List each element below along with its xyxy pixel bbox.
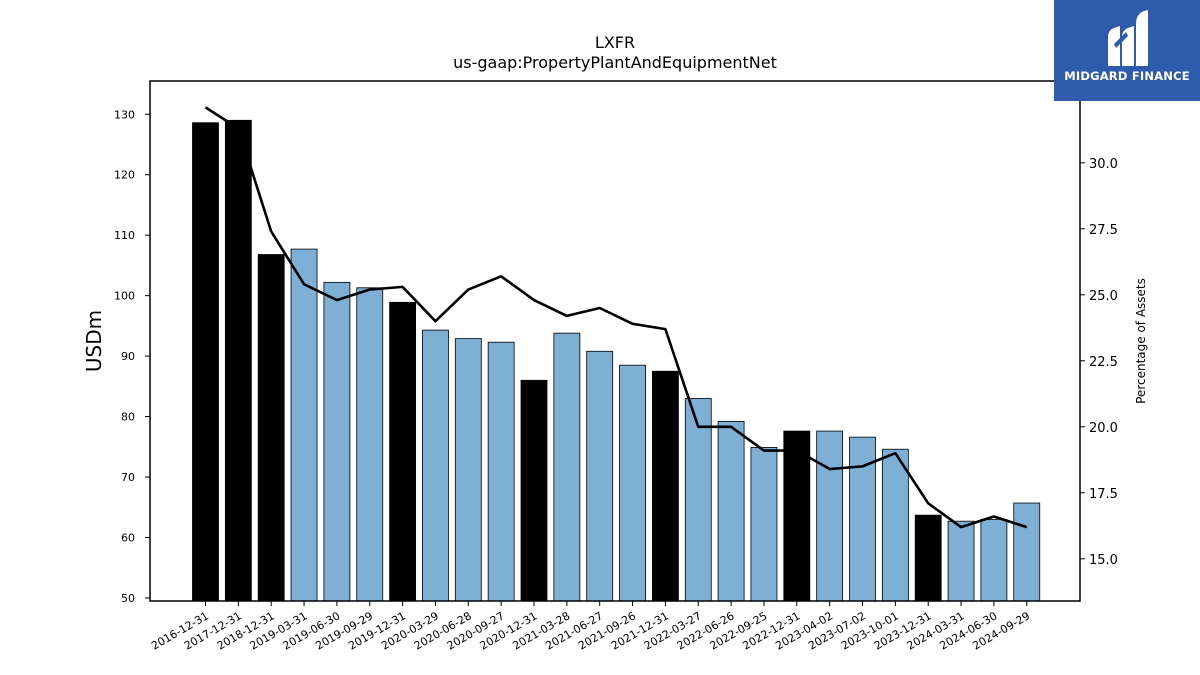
y-tick-label-right: 20.0 — [1089, 421, 1118, 436]
y-tick-label-left: 110 — [114, 229, 135, 242]
percentage-line-series — [204, 106, 1028, 529]
y-axis-label-left: USDm — [82, 310, 106, 372]
y-tick-label-right: 30.0 — [1089, 157, 1118, 172]
y-tick-label-left: 120 — [114, 169, 135, 182]
bar-2024-03-31 — [947, 520, 975, 602]
y-tick-label-right: 25.0 — [1089, 289, 1118, 304]
bar-2021-03-28 — [553, 332, 581, 602]
plot-frame — [149, 80, 1081, 602]
bar-2019-06-30 — [323, 281, 351, 602]
y-tick-label-left: 100 — [114, 290, 135, 303]
bar-2021-09-26 — [619, 364, 646, 602]
bar-2018-12-31 — [257, 254, 285, 602]
bar-2022-03-27 — [684, 398, 712, 602]
bar-2022-06-26 — [717, 421, 745, 602]
y-tick-label-right: 15.0 — [1089, 553, 1118, 568]
y-axis-right: 15.0 17.5 20.0 22.5 25.0 27.5 30.0 — [1080, 157, 1118, 568]
bar-2024-09-29 — [1013, 502, 1041, 602]
y-tick-label-left: 60 — [121, 532, 135, 545]
y-axis-left: 50 60 70 80 90 100 110 120 130 — [114, 108, 150, 605]
y-tick-label-left: 50 — [121, 592, 135, 605]
bar-2022-09-25 — [750, 447, 778, 602]
bar-2017-12-31 — [224, 119, 252, 602]
y-tick-label-right: 22.5 — [1089, 355, 1118, 370]
bar-2020-09-27 — [487, 341, 515, 602]
bar-2016-12-31 — [192, 122, 219, 602]
bar-2024-06-30 — [980, 518, 1008, 602]
brand-logo: MIDGARD FINANCE — [1054, 0, 1200, 101]
bar-2020-03-29 — [422, 329, 449, 602]
bar-2023-10-01 — [881, 448, 909, 602]
y-tick-label-right: 27.5 — [1089, 223, 1118, 238]
x-axis: 2016-12-312017-12-312018-12-312019-03-31… — [149, 601, 1032, 653]
percentage-line — [204, 106, 1028, 529]
y-tick-label-left: 80 — [121, 411, 135, 424]
bar-2019-09-29 — [356, 287, 384, 602]
bar-2023-04-02 — [816, 430, 844, 602]
y-tick-label-left: 130 — [114, 108, 135, 121]
bar-2021-06-27 — [586, 350, 614, 602]
bar-2023-12-31 — [914, 514, 942, 602]
chart-subtitle: us-gaap:PropertyPlantAndEquipmentNet — [453, 53, 777, 72]
y-tick-label-left: 90 — [121, 350, 135, 363]
bar-2019-03-31 — [290, 248, 318, 602]
bar-2020-12-31 — [520, 379, 548, 602]
bar-2023-07-02 — [849, 436, 876, 602]
chart-title: LXFR — [595, 33, 635, 52]
y-tick-label-left: 70 — [121, 471, 135, 484]
bar-2022-12-31 — [783, 430, 811, 602]
y-tick-label-right: 17.5 — [1089, 487, 1118, 502]
bar-2019-12-31 — [389, 301, 417, 602]
bar-2020-06-28 — [454, 338, 482, 602]
brand-logo-mark-icon — [1108, 10, 1148, 66]
bar-2021-12-31 — [652, 370, 679, 602]
y-axis-label-right: Percentage of Assets — [1134, 278, 1148, 404]
brand-name: MIDGARD FINANCE — [1064, 69, 1190, 83]
bar-series — [192, 119, 1041, 602]
